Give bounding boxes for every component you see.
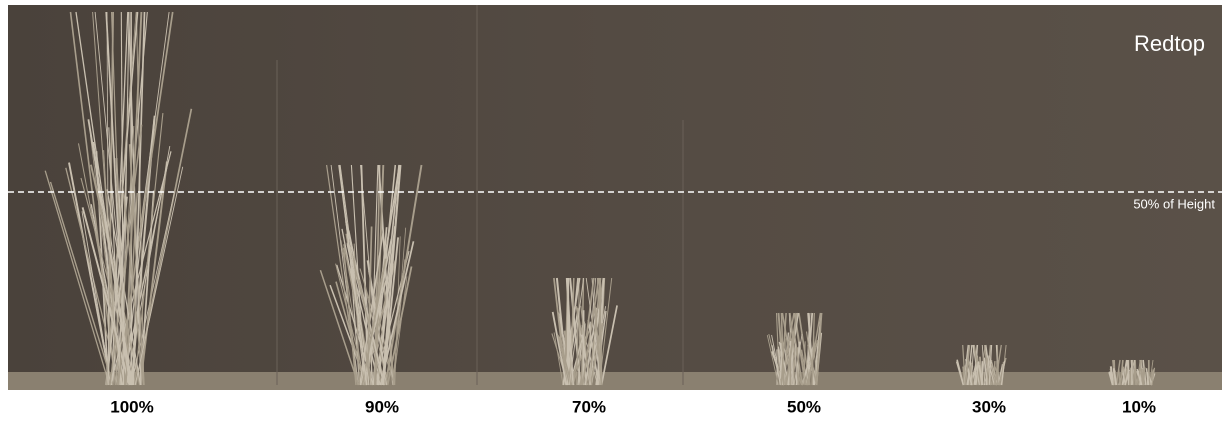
page: {"photo": {"title": "Redtop", "reference… — [0, 0, 1225, 423]
clipping-label: 10% — [1122, 397, 1156, 416]
labels: 100% 90% 70% 50% 30% 10% — [110, 397, 1156, 416]
clipping-label: 90% — [365, 397, 399, 416]
grass-blade — [1143, 373, 1144, 385]
grass-blade — [1135, 360, 1136, 385]
clipping-label: 100% — [110, 397, 153, 416]
figure: Redtop 50% of Height 100% 90% 70% 50% 30% 10% — [0, 0, 1225, 423]
clipping-label: 50% — [787, 397, 821, 416]
ground — [8, 372, 1222, 390]
clipping-label: 30% — [972, 397, 1006, 416]
title: Redtop — [1134, 31, 1205, 56]
clipping-label: 70% — [572, 397, 606, 416]
grass-blade — [1142, 369, 1143, 385]
photo-background — [8, 5, 1222, 390]
grass-blade — [982, 361, 983, 385]
reference-line-label: 50% of Height — [1133, 196, 1215, 211]
